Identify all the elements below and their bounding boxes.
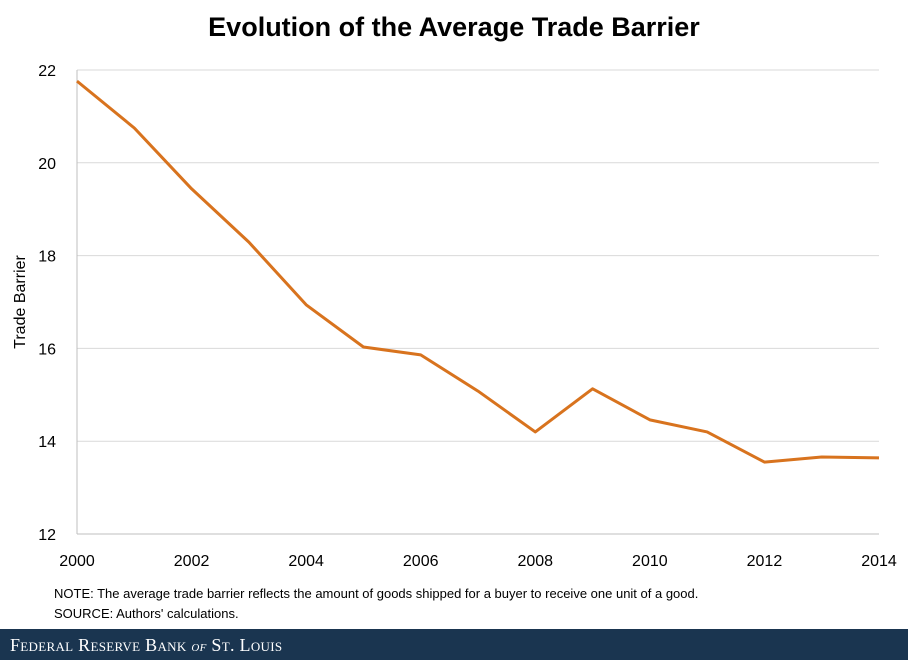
x-tick-label: 2012	[747, 553, 783, 570]
series-line	[76, 79, 880, 464]
y-tick-label: 12	[38, 527, 56, 544]
y-tick-label: 14	[38, 434, 56, 451]
footer-bar: Federal Reserve Bank of St. Louis	[0, 629, 908, 660]
chart-note: NOTE: The average trade barrier reflects…	[54, 586, 699, 601]
x-tick-label: 2000	[59, 553, 95, 570]
x-tick-label: 2008	[517, 553, 553, 570]
line-chart: 12 14 16 18 20 22 2000 2002 2004 2006 2008 2010 2012…	[12, 63, 897, 570]
x-tick-label: 2014	[861, 553, 897, 570]
chart-source: SOURCE: Authors' calculations.	[54, 606, 239, 621]
x-tick-label: 2010	[632, 553, 668, 570]
y-tick-label: 22	[38, 63, 56, 80]
x-tick-label: 2006	[403, 553, 439, 570]
y-axis-title: Trade Barrier	[12, 255, 29, 349]
chart-title: Evolution of the Average Trade Barrier	[208, 12, 700, 42]
fed-logo-text: Federal Reserve Bank of St. Louis	[10, 635, 283, 655]
y-tick-label: 16	[38, 341, 56, 358]
x-tick-label: 2004	[288, 553, 324, 570]
x-tick-label: 2002	[174, 553, 210, 570]
y-tick-label: 20	[38, 156, 56, 173]
y-tick-label: 18	[38, 249, 56, 266]
